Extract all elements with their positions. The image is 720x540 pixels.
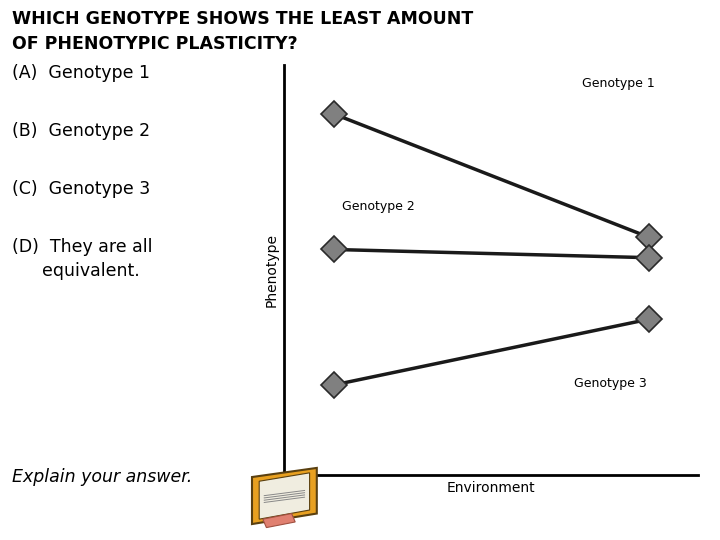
Text: Genotype 2: Genotype 2 [343, 200, 415, 213]
Text: Genotype 1: Genotype 1 [582, 77, 655, 90]
Text: Explain your answer.: Explain your answer. [12, 468, 192, 486]
Text: OF PHENOTYPIC PLASTICITY?: OF PHENOTYPIC PLASTICITY? [12, 35, 297, 53]
Text: (B)  Genotype 2: (B) Genotype 2 [12, 122, 150, 140]
Polygon shape [252, 468, 317, 524]
Text: WHICH GENOTYPE SHOWS THE LEAST AMOUNT: WHICH GENOTYPE SHOWS THE LEAST AMOUNT [12, 10, 473, 28]
Y-axis label: Phenotype: Phenotype [265, 233, 279, 307]
Polygon shape [259, 473, 310, 519]
Text: (C)  Genotype 3: (C) Genotype 3 [12, 180, 150, 198]
Text: equivalent.: equivalent. [42, 262, 140, 280]
Text: (D)  They are all: (D) They are all [12, 238, 153, 256]
Text: Genotype 3: Genotype 3 [575, 377, 647, 390]
X-axis label: Environment: Environment [447, 481, 536, 495]
Polygon shape [263, 514, 295, 528]
Text: (A)  Genotype 1: (A) Genotype 1 [12, 64, 150, 82]
